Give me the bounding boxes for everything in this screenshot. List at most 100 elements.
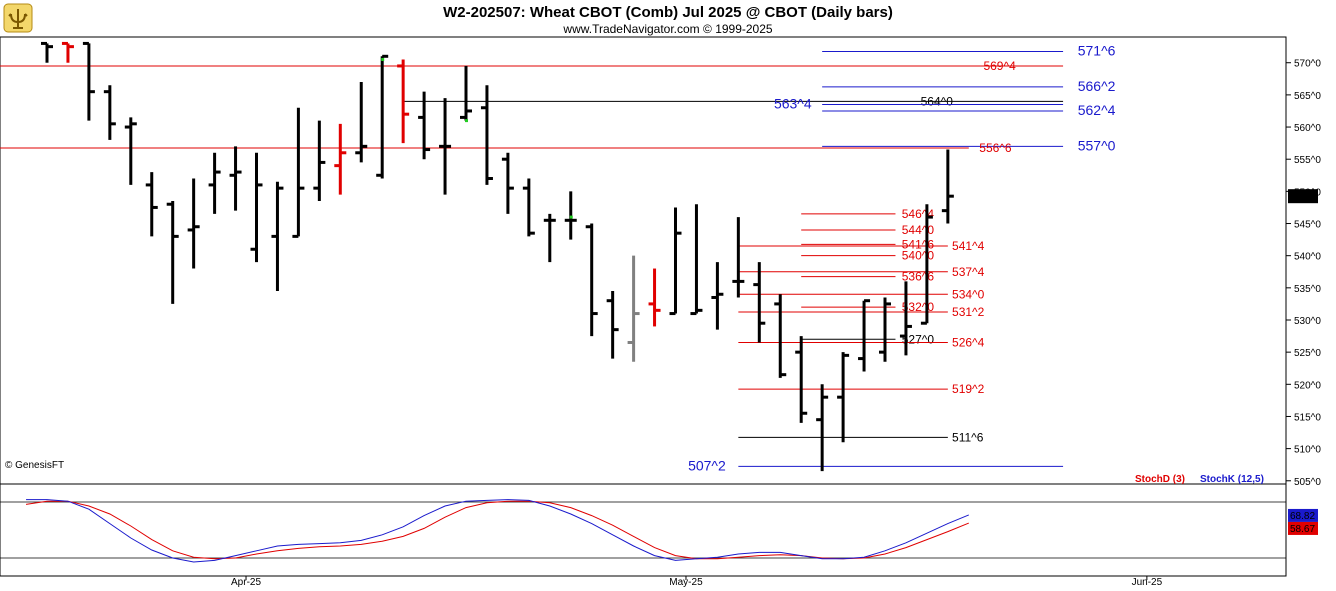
price-bar — [208, 152, 221, 214]
y-tick-label: 555^0 — [1294, 155, 1321, 166]
price-axis: 570^0565^0560^0555^0550^0545^0540^0535^0… — [1286, 59, 1321, 488]
level-label: 511^6 — [952, 430, 984, 444]
y-tick-label: 535^0 — [1294, 284, 1321, 295]
price-bar — [376, 54, 389, 179]
level-label: 562^4 — [1078, 102, 1116, 118]
y-tick-label: 570^0 — [1294, 59, 1321, 70]
level-label: 569^4 — [983, 59, 1016, 73]
price-bar — [690, 204, 703, 316]
price-bar — [334, 123, 347, 195]
price-bar — [460, 65, 472, 121]
y-tick-label: 530^0 — [1294, 316, 1321, 327]
price-bar — [145, 172, 158, 237]
y-tick-label: 565^0 — [1294, 91, 1321, 102]
level-label: 563^4 — [774, 96, 812, 112]
y-tick-label: 520^0 — [1294, 380, 1321, 391]
price-bar — [313, 120, 326, 202]
chart-title: W2-202507: Wheat CBOT (Comb) Jul 2025 @ … — [443, 4, 893, 21]
price-bar — [774, 294, 787, 378]
price-bar — [606, 291, 619, 359]
level-label: 540^0 — [902, 249, 935, 263]
level-label: 507^2 — [688, 457, 726, 473]
price-bar — [816, 384, 829, 472]
price-bar — [795, 336, 808, 423]
price-bar — [480, 85, 493, 185]
level-label: 519^2 — [952, 382, 985, 396]
level-label: 546^4 — [902, 207, 935, 221]
stochastic-lines: StochD (3) StochK (12,5) — [0, 474, 1286, 563]
price-bar — [418, 91, 431, 160]
y-tick-label: 560^0 — [1294, 123, 1321, 134]
price-bar — [439, 98, 452, 195]
price-bar — [229, 146, 242, 211]
x-tick-label: Apr-25 — [231, 577, 261, 588]
last-price-box — [1288, 189, 1318, 204]
price-bar — [250, 152, 263, 263]
price-bar — [82, 41, 95, 121]
stoch-legend: StochK (12,5) — [1200, 474, 1264, 485]
level-label: 534^0 — [952, 287, 985, 301]
price-bar — [711, 262, 724, 330]
stoch-value-label: 68.82 — [1290, 511, 1315, 522]
price-bar — [753, 262, 766, 343]
stoch-value-label: 58.67 — [1290, 524, 1315, 535]
last-price-marker: 549^2 — [1288, 189, 1318, 204]
y-tick-label: 510^0 — [1294, 445, 1321, 456]
level-label: 564^0 — [921, 94, 954, 108]
price-bar — [837, 352, 850, 443]
level-label: 531^2 — [952, 305, 985, 319]
price-bar — [103, 85, 116, 140]
trident-logo-icon — [3, 3, 33, 33]
last-price-label: 549^2 — [1290, 192, 1317, 203]
price-bar — [501, 152, 514, 214]
price-panel — [0, 36, 1287, 485]
y-tick-label: 515^0 — [1294, 412, 1321, 423]
price-bar — [124, 117, 137, 185]
level-label: 541^4 — [952, 239, 985, 253]
price-bar — [522, 178, 535, 237]
price-bar — [292, 107, 305, 238]
price-bar — [585, 223, 598, 337]
x-tick-label: May-25 — [669, 577, 703, 588]
price-bar — [627, 255, 640, 362]
level-label: 571^6 — [1078, 42, 1116, 58]
price-bar — [355, 82, 368, 163]
price-bar — [271, 181, 284, 292]
level-label: 537^4 — [952, 265, 985, 279]
price-bar — [879, 297, 891, 362]
stoch-legend: StochD (3) — [1135, 474, 1185, 485]
price-bar — [941, 149, 954, 224]
price-bars — [41, 41, 954, 472]
x-tick-label: Jun-25 — [1132, 577, 1163, 588]
price-bar — [648, 268, 661, 327]
y-tick-label: 545^0 — [1294, 220, 1321, 231]
y-tick-label: 525^0 — [1294, 348, 1321, 359]
price-bar — [61, 41, 74, 63]
price-bar — [187, 178, 200, 269]
date-axis: Apr-25 May-25 Jun-25 — [231, 576, 1163, 588]
price-bar — [543, 213, 556, 263]
price-bar — [564, 191, 577, 240]
level-label: 544^0 — [902, 223, 935, 237]
price-bar — [858, 299, 871, 372]
stoch-value-box — [1288, 508, 1318, 522]
copyright-label: © GenesisFT — [5, 460, 64, 471]
price-bar — [920, 204, 933, 325]
price-bar — [166, 201, 179, 304]
price-bar — [41, 41, 53, 63]
stoch-line — [26, 499, 969, 563]
stoch-value-box — [1288, 521, 1318, 535]
y-tick-label: 505^0 — [1294, 477, 1321, 488]
level-label: 556^6 — [979, 141, 1012, 155]
price-bar — [397, 59, 410, 144]
level-label: 566^2 — [1078, 78, 1116, 94]
y-tick-label: 540^0 — [1294, 252, 1321, 263]
price-bar — [669, 207, 682, 316]
price-bar — [732, 217, 745, 298]
level-label: 557^0 — [1078, 137, 1116, 153]
price-bar — [899, 281, 912, 356]
chart-subtitle: www.TradeNavigator.com © 1999-2025 — [562, 22, 772, 36]
level-label: 526^4 — [952, 336, 985, 350]
